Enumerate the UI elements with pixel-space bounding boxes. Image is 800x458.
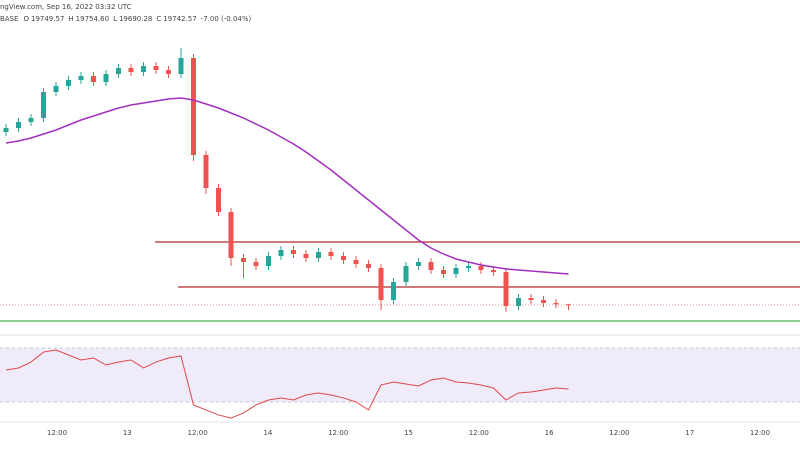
legend-text: O [23, 15, 29, 23]
candle-body [191, 58, 196, 155]
legend-text: L [113, 15, 117, 23]
candle-body [3, 128, 9, 132]
legend-text: H [68, 15, 73, 23]
candle-body [316, 252, 321, 258]
candle-body [478, 266, 484, 270]
chart-title: ngView.com, Sep 16, 2022 03:32 UTC [0, 3, 132, 11]
candle-body [566, 304, 571, 306]
candle-body [528, 298, 534, 300]
candle-body [53, 86, 59, 92]
x-tick-label: 14 [263, 429, 272, 437]
x-tick-label: 12:00 [328, 429, 348, 437]
candle-body [253, 262, 259, 266]
candle-body [466, 266, 471, 268]
candle-body [141, 66, 146, 72]
x-tick-label: 12:00 [47, 429, 67, 437]
candle-body [216, 188, 221, 212]
candle-body [441, 270, 446, 274]
candle-body [153, 66, 159, 70]
x-tick-label: 17 [685, 429, 694, 437]
x-tick-label: 12:00 [469, 429, 489, 437]
candle-body [366, 264, 371, 268]
candle-body [503, 272, 509, 306]
candle-body [428, 262, 434, 270]
candle-body [178, 58, 184, 74]
candle-body [16, 122, 21, 128]
candle-body [391, 282, 396, 300]
x-tick-label: 13 [123, 429, 132, 437]
candle-body [78, 76, 84, 80]
candle-body [291, 250, 296, 254]
candle-body [228, 212, 234, 258]
candle-body [241, 258, 246, 262]
candle-body [91, 76, 96, 82]
x-tick-label: 15 [404, 429, 413, 437]
candle-body [66, 80, 71, 86]
candle-body [266, 256, 271, 266]
legend-text: 19749.57 [31, 15, 64, 23]
candle-body [403, 266, 409, 282]
candle-body [378, 268, 384, 300]
candle-body [166, 70, 171, 74]
candle-body [553, 303, 559, 305]
legend-text: C [156, 15, 161, 23]
legend-text: BASE [0, 15, 18, 23]
candle-body [203, 155, 209, 188]
candle-body [278, 250, 284, 256]
legend-text: -7.00 (-0.04%) [201, 15, 252, 23]
candle-body [541, 300, 546, 303]
legend-text: 19690.28 [119, 15, 152, 23]
candle-body [353, 260, 359, 264]
legend-text: 19754.60 [76, 15, 109, 23]
candle-body [103, 74, 109, 82]
legend-text: 19742.57 [163, 15, 196, 23]
x-tick-label: 16 [545, 429, 554, 437]
candle-body [116, 68, 121, 74]
candle-body [341, 256, 346, 260]
candle-body [416, 262, 421, 266]
moving-average [5, 97, 569, 275]
legend: BASE O 19749.57 H 19754.60 L 19690.28 C 19742.57… [0, 15, 252, 23]
candle-body [28, 118, 34, 122]
x-tick-label: 12:00 [609, 429, 629, 437]
rsi-band [0, 348, 800, 402]
candle-body [491, 270, 496, 272]
candle-body [453, 268, 459, 274]
candle-body [128, 68, 134, 72]
x-tick-label: 12:00 [188, 429, 208, 437]
candle-body [516, 298, 521, 306]
candle-body [41, 92, 46, 118]
x-tick-label: 12:00 [750, 429, 770, 437]
candle-body [303, 254, 309, 258]
rsi-line [5, 349, 569, 419]
candle-body [328, 252, 334, 256]
